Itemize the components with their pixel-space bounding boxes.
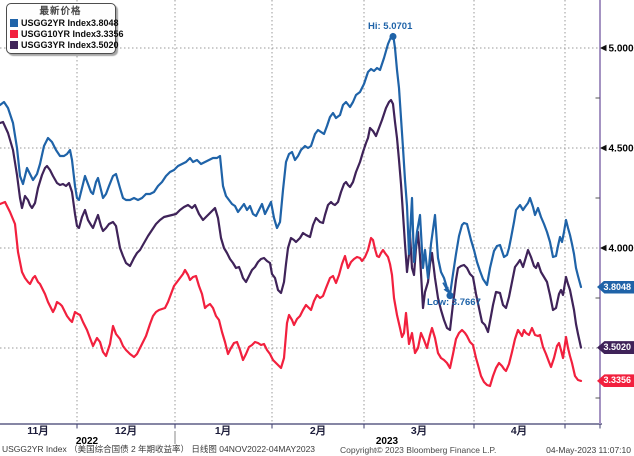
footer-timestamp: 04-May-2023 11:07:10 — [546, 445, 631, 455]
legend-box: 最新价格 USGG2YR Index 3.8048 USGG10YR Index… — [6, 3, 124, 54]
footer-copyright: Copyright© 2023 Bloomberg Finance L.P. — [340, 445, 497, 455]
usgg3yr-line — [0, 98, 583, 349]
month-label: 3月 — [411, 425, 427, 437]
month-label: 4月 — [511, 425, 527, 437]
price-badge-usgg10yr: 3.3356 — [597, 374, 634, 388]
legend-value: 3.5020 — [91, 39, 119, 50]
y-tick-label: 4.0000 — [609, 244, 634, 255]
high-annotation: Hi: 5.0701 — [368, 21, 413, 32]
month-label: 11月 — [27, 425, 49, 437]
legend-item-usgg10yr[interactable]: USGG10YR Index 3.3356 — [10, 28, 124, 39]
y-tick-arrow-icon — [600, 44, 607, 52]
legend-item-usgg2yr[interactable]: USGG2YR Index 3.8048 — [10, 17, 119, 28]
usgg10yr-swatch-icon — [10, 29, 18, 38]
legend-title: 最新价格 — [39, 6, 82, 17]
low-annotation: Low: 3.7667 — [427, 297, 481, 308]
y-tick-label: 5.0000 — [609, 44, 634, 55]
legend-value: 3.3356 — [96, 28, 124, 39]
month-label: 2月 — [310, 425, 326, 437]
usgg2yr-swatch-icon — [10, 18, 18, 27]
year-label: 2022 — [76, 436, 99, 447]
legend-label: USGG2YR Index — [21, 17, 92, 28]
legend-label: USGG3YR Index — [21, 39, 92, 50]
y-tick-arrow-icon — [600, 244, 607, 252]
month-label: 12月 — [115, 425, 137, 437]
price-badge-usgg3yr: 3.5020 — [597, 341, 634, 355]
low-point-dot — [446, 292, 454, 300]
y-tick-label: 4.5000 — [609, 144, 634, 155]
legend-value: 3.8048 — [91, 17, 119, 28]
usgg10yr-line — [0, 200, 583, 388]
month-label: 1月 — [215, 425, 231, 437]
usgg3yr-swatch-icon — [10, 40, 18, 49]
high-point-dot — [389, 32, 397, 40]
legend-label: USGG10YR Index — [21, 28, 97, 39]
footer-description: USGG2YR Index （美国综合国债 2 年期收益率） 日线图 04NOV… — [2, 444, 316, 454]
year-label: 2023 — [376, 436, 399, 447]
price-badge-usgg2yr: 3.8048 — [597, 280, 634, 294]
y-tick-arrow-icon — [600, 144, 607, 152]
low-point-arrowhead-icon — [443, 286, 449, 294]
legend-item-usgg3yr[interactable]: USGG3YR Index 3.5020 — [10, 39, 119, 50]
usgg2yr-line — [0, 32, 583, 296]
